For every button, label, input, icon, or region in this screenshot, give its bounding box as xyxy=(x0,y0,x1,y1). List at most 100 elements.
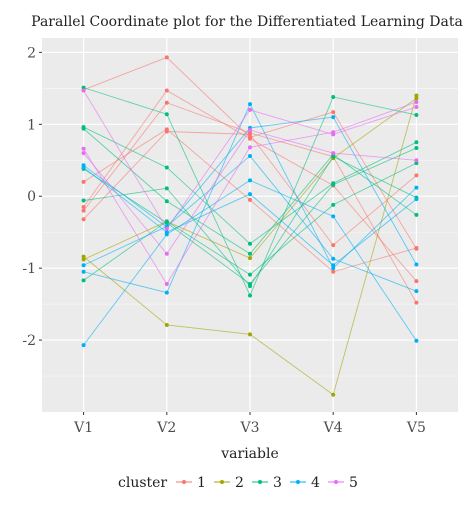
data-point-cluster-3 xyxy=(81,198,86,203)
x-tick-label: V2 xyxy=(156,420,176,436)
data-point-cluster-4 xyxy=(164,290,169,295)
x-tick-label: V1 xyxy=(73,420,93,436)
data-point-cluster-3 xyxy=(248,241,252,246)
data-point-cluster-5 xyxy=(331,132,336,137)
data-point-cluster-3 xyxy=(248,281,252,286)
data-point-cluster-1 xyxy=(414,300,419,305)
legend-title: cluster xyxy=(118,475,167,491)
data-point-cluster-1 xyxy=(331,243,336,248)
legend-label: 2 xyxy=(235,475,244,491)
data-point-cluster-3 xyxy=(414,212,419,217)
data-point-cluster-1 xyxy=(81,208,86,213)
data-point-cluster-2 xyxy=(414,96,419,101)
data-point-cluster-4 xyxy=(81,263,86,268)
data-point-cluster-3 xyxy=(164,220,169,225)
legend: cluster 1 2 3 4 5 xyxy=(118,475,358,491)
data-point-cluster-2 xyxy=(414,93,419,98)
data-point-cluster-1 xyxy=(414,246,419,251)
data-point-cluster-4 xyxy=(414,262,419,267)
data-point-cluster-3 xyxy=(248,251,252,256)
data-point-cluster-1 xyxy=(248,197,252,202)
legend-label: 1 xyxy=(197,475,206,491)
data-point-cluster-1 xyxy=(81,217,86,222)
data-point-cluster-1 xyxy=(164,100,169,105)
data-point-cluster-1 xyxy=(248,132,252,137)
data-point-cluster-4 xyxy=(331,263,336,268)
data-point-cluster-5 xyxy=(248,107,252,112)
data-point-cluster-4 xyxy=(331,256,336,261)
data-point-cluster-1 xyxy=(81,179,86,184)
data-point-cluster-2 xyxy=(81,254,86,259)
legend-label: 4 xyxy=(311,475,320,491)
data-point-cluster-3 xyxy=(164,199,169,204)
data-point-cluster-3 xyxy=(164,186,169,191)
data-point-cluster-5 xyxy=(248,128,252,133)
data-point-cluster-4 xyxy=(331,214,336,219)
data-point-cluster-3 xyxy=(414,140,419,145)
y-tick-label: 2 xyxy=(27,45,36,61)
data-point-cluster-3 xyxy=(414,112,419,117)
x-tick-label: V3 xyxy=(239,420,259,436)
data-point-cluster-1 xyxy=(331,269,336,274)
data-point-cluster-4 xyxy=(414,185,419,190)
data-point-cluster-2 xyxy=(164,322,169,327)
data-point-cluster-1 xyxy=(164,88,169,93)
data-point-cluster-5 xyxy=(164,226,169,231)
data-point-cluster-2 xyxy=(81,257,86,262)
data-point-cluster-2 xyxy=(248,256,252,261)
data-point-cluster-5 xyxy=(164,251,169,256)
data-point-cluster-3 xyxy=(414,161,419,166)
data-point-cluster-4 xyxy=(414,338,419,343)
data-point-cluster-2 xyxy=(331,392,336,397)
data-point-cluster-4 xyxy=(81,269,86,274)
y-tick-label: -2 xyxy=(22,333,36,349)
data-point-cluster-3 xyxy=(81,278,86,283)
data-point-cluster-1 xyxy=(164,129,169,134)
data-point-cluster-4 xyxy=(414,289,419,294)
data-point-cluster-5 xyxy=(164,281,169,286)
data-point-cluster-1 xyxy=(164,55,169,60)
data-point-cluster-5 xyxy=(414,158,419,163)
data-point-cluster-4 xyxy=(331,266,336,271)
y-tick-label: 0 xyxy=(27,189,36,205)
data-point-cluster-5 xyxy=(81,88,86,93)
y-axis: -2 -1 0 1 2 xyxy=(22,45,42,349)
legend-label: 3 xyxy=(273,475,282,491)
data-point-cluster-5 xyxy=(81,146,86,151)
data-point-cluster-1 xyxy=(248,136,252,141)
data-point-cluster-1 xyxy=(331,110,336,115)
data-point-cluster-3 xyxy=(331,202,336,207)
data-point-cluster-1 xyxy=(81,205,86,210)
legend-label: 5 xyxy=(349,475,358,491)
data-point-cluster-4 xyxy=(331,115,336,120)
data-point-cluster-3 xyxy=(248,272,252,277)
legend-key-point xyxy=(182,480,186,484)
data-point-cluster-4 xyxy=(248,192,252,197)
data-point-cluster-1 xyxy=(414,279,419,284)
legend-key-point xyxy=(220,480,224,484)
data-point-cluster-5 xyxy=(331,151,336,156)
data-point-cluster-3 xyxy=(164,112,169,117)
y-tick-label: -1 xyxy=(22,261,36,277)
data-point-cluster-3 xyxy=(248,293,252,298)
data-point-cluster-1 xyxy=(414,173,419,178)
x-axis-title: variable xyxy=(220,446,279,462)
data-point-cluster-3 xyxy=(331,94,336,99)
data-point-cluster-3 xyxy=(331,182,336,187)
x-axis: V1 V2 V3 V4 V5 xyxy=(73,412,426,436)
data-point-cluster-5 xyxy=(81,151,86,156)
data-point-cluster-3 xyxy=(81,85,86,90)
data-point-cluster-3 xyxy=(164,165,169,170)
data-point-cluster-4 xyxy=(414,197,419,202)
y-tick-label: 1 xyxy=(27,117,36,133)
data-point-cluster-3 xyxy=(81,126,86,131)
legend-key-point xyxy=(296,480,300,484)
data-point-cluster-4 xyxy=(248,153,252,158)
data-point-cluster-2 xyxy=(248,332,252,337)
data-point-cluster-3 xyxy=(414,146,419,151)
data-point-cluster-5 xyxy=(414,105,419,110)
chart-title: Parallel Coordinate plot for the Differe… xyxy=(31,14,463,30)
data-point-cluster-5 xyxy=(414,100,419,105)
data-point-cluster-4 xyxy=(164,230,169,235)
